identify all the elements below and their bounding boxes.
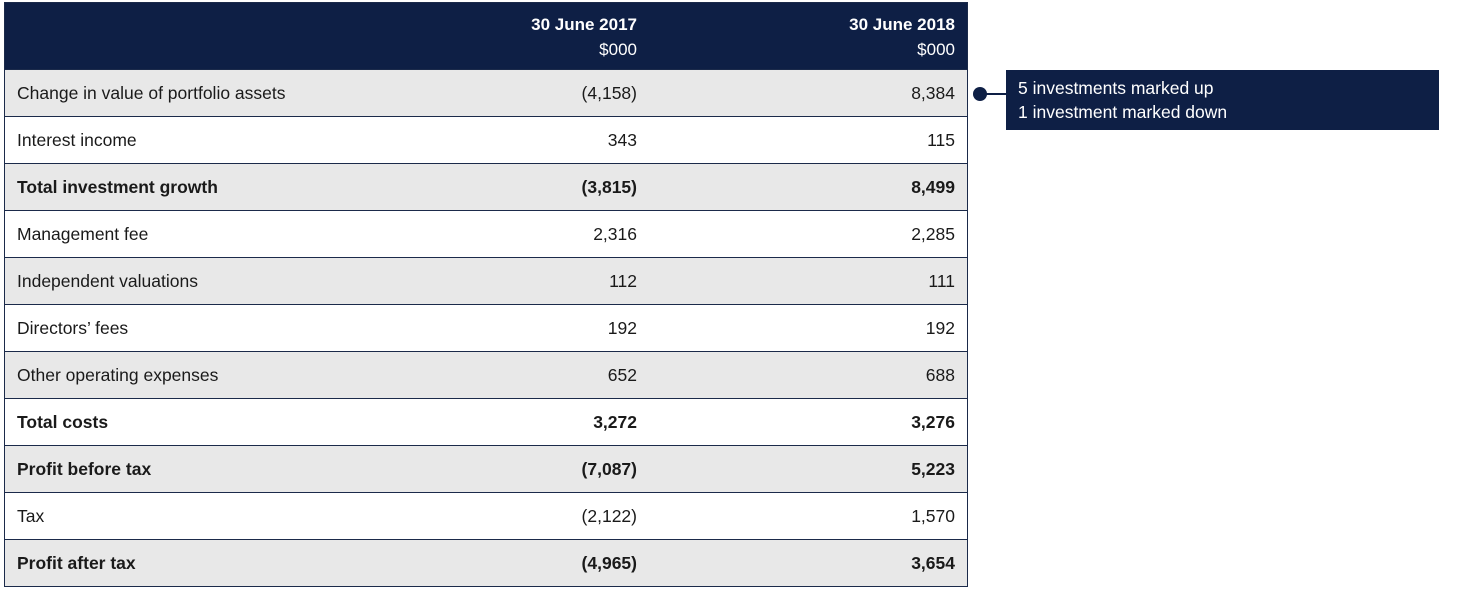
row-value-2017: (2,122) [581,505,637,526]
table-row: Change in value of portfolio assets (4,1… [5,69,967,116]
table-row: Directors’ fees 192 192 [5,304,967,351]
row-label: Management fee [17,223,149,244]
row-value-2017: (3,815) [581,176,637,197]
row-value-2018: 3,654 [911,552,955,573]
row-value-2018: 5,223 [911,458,955,479]
row-value-2017: 112 [609,270,637,291]
row-value-2017: (4,965) [581,552,637,573]
row-value-2018: 1,570 [911,505,955,526]
table-row: Management fee 2,316 2,285 [5,210,967,257]
table-row: Interest income 343 115 [5,116,967,163]
table-row: Profit after tax (4,965) 3,654 [5,539,967,586]
row-label: Total investment growth [17,176,218,197]
row-label: Other operating expenses [17,364,219,385]
row-value-2017: 343 [607,129,637,150]
row-value-2017: (7,087) [581,458,637,479]
row-value-2017: (4,158) [581,82,637,103]
row-label: Profit after tax [17,552,136,573]
row-label: Change in value of portfolio assets [17,82,286,103]
header-2018-unit: $000 [917,40,955,59]
row-value-2018: 111 [928,270,955,291]
table-row: Total costs 3,272 3,276 [5,398,967,445]
table-header: 30 June 2017 $000 30 June 2018 $000 [5,3,967,69]
row-value-2017: 192 [607,317,637,338]
row-label: Total costs [17,411,109,432]
row-label: Profit before tax [17,458,152,479]
row-label: Tax [17,505,45,526]
table-row: Independent valuations 112 111 [5,257,967,304]
row-value-2018: 192 [925,317,955,338]
header-2018-date: 30 June 2018 [849,15,955,34]
row-value-2018: 3,276 [911,411,955,432]
row-value-2018: 8,384 [911,82,955,103]
row-value-2018: 688 [925,364,955,385]
row-label: Directors’ fees [17,317,129,338]
header-2017: 30 June 2017 $000 [327,3,649,69]
header-2018: 30 June 2018 $000 [649,3,967,69]
table-row: Profit before tax (7,087) 5,223 [5,445,967,492]
header-2017-unit: $000 [599,40,637,59]
row-value-2017: 3,272 [593,411,637,432]
row-value-2018: 2,285 [911,223,955,244]
callout-connector-line [980,93,1006,95]
header-2017-date: 30 June 2017 [531,15,637,34]
annotation-callout: 5 investments marked up 1 investment mar… [1006,70,1439,130]
table-row: Total investment growth (3,815) 8,499 [5,163,967,210]
header-label-cell [5,3,327,69]
callout-line-2: 1 investment marked down [1018,102,1228,122]
row-label: Independent valuations [17,270,198,291]
table-row: Tax (2,122) 1,570 [5,492,967,539]
table-row: Other operating expenses 652 688 [5,351,967,398]
row-value-2017: 652 [607,364,637,385]
callout-line-1: 5 investments marked up [1018,78,1214,98]
row-value-2018: 115 [927,129,955,150]
row-value-2018: 8,499 [911,176,955,197]
financial-table: 30 June 2017 $000 30 June 2018 $000 Chan… [4,2,968,587]
row-label: Interest income [17,129,137,150]
row-value-2017: 2,316 [593,223,637,244]
